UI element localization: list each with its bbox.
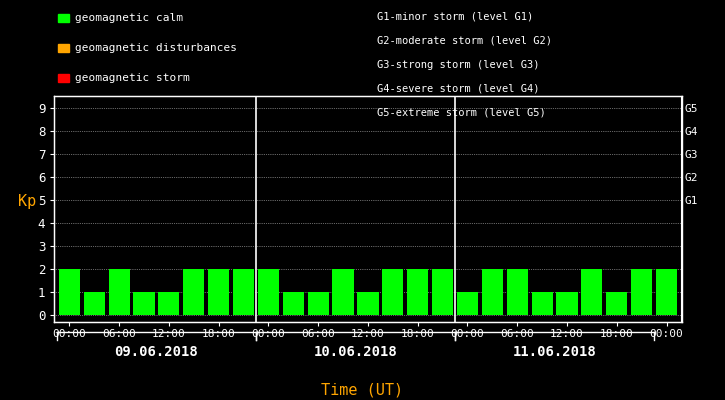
Text: geomagnetic disturbances: geomagnetic disturbances [75,43,237,53]
Text: G5-extreme storm (level G5): G5-extreme storm (level G5) [377,108,546,118]
Bar [333,269,354,315]
Text: G3-strong storm (level G3): G3-strong storm (level G3) [377,60,539,70]
Bar [531,292,552,315]
Bar [581,269,602,315]
Text: G1-minor storm (level G1): G1-minor storm (level G1) [377,12,534,22]
Text: Time (UT): Time (UT) [321,382,404,398]
Bar [59,269,80,315]
Bar [283,292,304,315]
Text: 09.06.2018: 09.06.2018 [115,345,198,359]
Bar [631,269,652,315]
Text: 11.06.2018: 11.06.2018 [513,345,597,359]
Text: 10.06.2018: 10.06.2018 [314,345,397,359]
Bar [432,269,453,315]
Bar [557,292,578,315]
Bar [357,292,378,315]
Bar [183,269,204,315]
Bar [307,292,328,315]
Bar [133,292,154,315]
Bar [482,269,503,315]
Bar [507,269,528,315]
Bar [382,269,403,315]
Bar [258,269,279,315]
Bar [407,269,428,315]
Bar [208,269,229,315]
Y-axis label: Kp: Kp [17,194,36,209]
Bar [606,292,627,315]
Bar [158,292,179,315]
Text: geomagnetic storm: geomagnetic storm [75,73,190,83]
Bar [457,292,478,315]
Text: G4-severe storm (level G4): G4-severe storm (level G4) [377,84,539,94]
Bar [109,269,130,315]
Bar [233,269,254,315]
Text: G2-moderate storm (level G2): G2-moderate storm (level G2) [377,36,552,46]
Bar [656,269,677,315]
Bar [83,292,105,315]
Text: geomagnetic calm: geomagnetic calm [75,13,183,23]
